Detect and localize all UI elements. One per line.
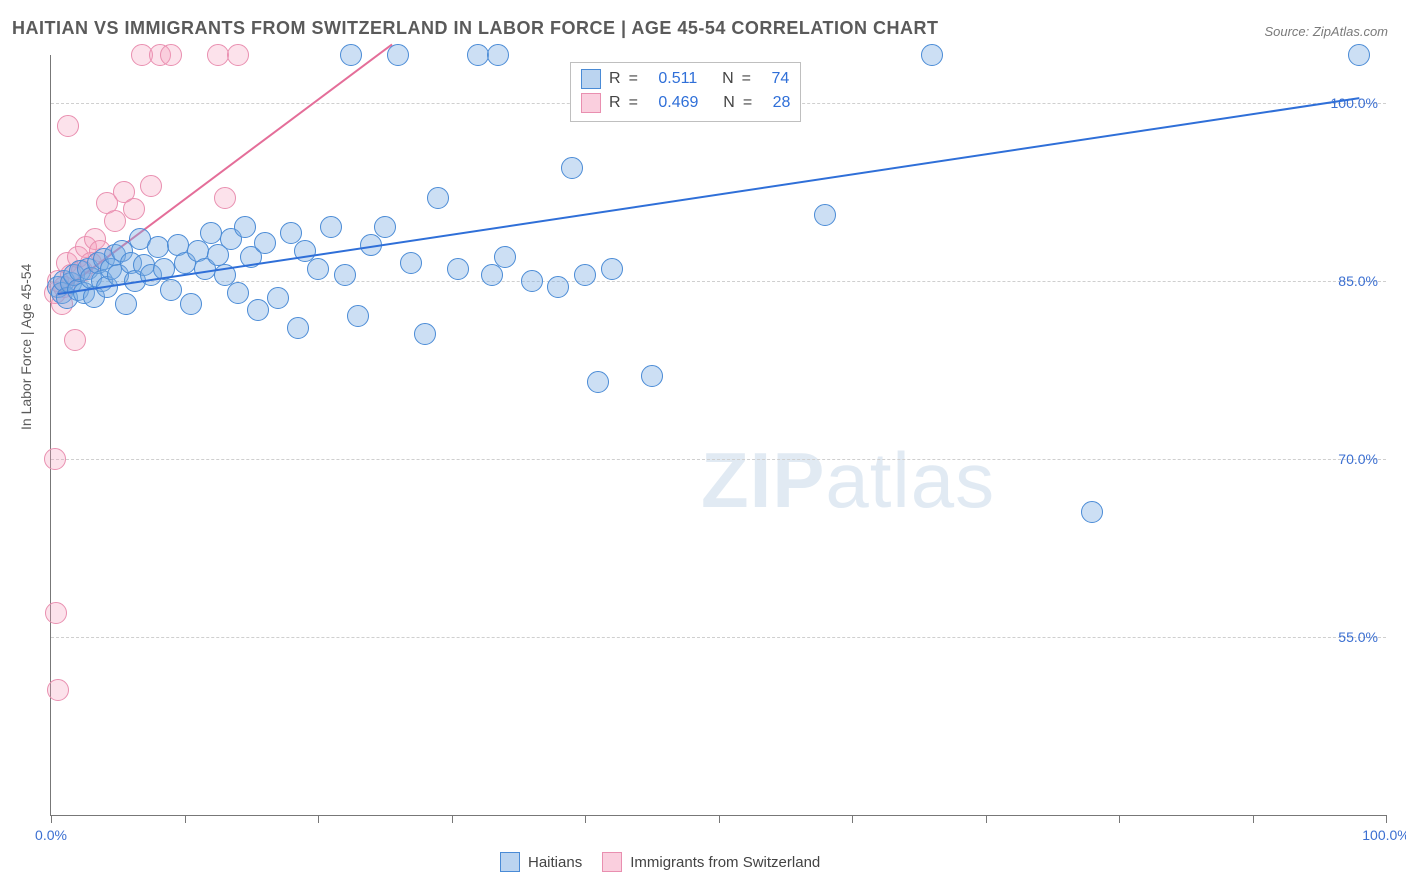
data-point	[494, 246, 516, 268]
x-tick	[986, 815, 987, 823]
plot-area: ZIPatlas 55.0%70.0%85.0%100.0%0.0%100.0%	[50, 55, 1386, 816]
watermark: ZIPatlas	[701, 435, 995, 526]
data-point	[521, 270, 543, 292]
data-point	[427, 187, 449, 209]
legend: Haitians Immigrants from Switzerland	[500, 852, 820, 872]
x-tick	[1386, 815, 1387, 823]
data-point	[561, 157, 583, 179]
chart-container: HAITIAN VS IMMIGRANTS FROM SWITZERLAND I…	[0, 0, 1406, 892]
data-point	[180, 293, 202, 315]
data-point	[340, 44, 362, 66]
data-point	[307, 258, 329, 280]
x-tick	[452, 815, 453, 823]
data-point	[64, 329, 86, 351]
data-point	[234, 216, 256, 238]
swatch-pink-icon	[602, 852, 622, 872]
data-point	[1081, 501, 1103, 523]
data-point	[387, 44, 409, 66]
swatch-blue-icon	[581, 69, 601, 89]
data-point	[200, 222, 222, 244]
data-point	[320, 216, 342, 238]
data-point	[214, 187, 236, 209]
data-point	[414, 323, 436, 345]
x-tick-label: 0.0%	[35, 827, 67, 843]
y-tick-label: 70.0%	[1338, 451, 1378, 467]
data-point	[207, 44, 229, 66]
data-point	[374, 216, 396, 238]
data-point	[547, 276, 569, 298]
swatch-pink-icon	[581, 93, 601, 113]
data-point	[160, 44, 182, 66]
data-point	[44, 448, 66, 470]
stats-row-haitians: R = 0.511 N = 74	[581, 67, 790, 91]
x-tick	[1119, 815, 1120, 823]
data-point	[921, 44, 943, 66]
data-point	[400, 252, 422, 274]
data-point	[334, 264, 356, 286]
data-point	[57, 115, 79, 137]
legend-item-haitians: Haitians	[500, 852, 582, 872]
data-point	[467, 44, 489, 66]
data-point	[481, 264, 503, 286]
trendline	[58, 97, 1360, 295]
x-tick	[852, 815, 853, 823]
data-point	[227, 282, 249, 304]
data-point	[347, 305, 369, 327]
x-tick	[51, 815, 52, 823]
data-point	[1348, 44, 1370, 66]
y-axis-label: In Labor Force | Age 45-54	[18, 264, 34, 430]
data-point	[487, 44, 509, 66]
chart-title: HAITIAN VS IMMIGRANTS FROM SWITZERLAND I…	[12, 18, 939, 39]
data-point	[45, 602, 67, 624]
data-point	[587, 371, 609, 393]
data-point	[641, 365, 663, 387]
data-point	[814, 204, 836, 226]
data-point	[160, 279, 182, 301]
gridline	[51, 637, 1386, 638]
y-tick-label: 55.0%	[1338, 629, 1378, 645]
x-tick	[318, 815, 319, 823]
swatch-blue-icon	[500, 852, 520, 872]
data-point	[247, 299, 269, 321]
data-point	[115, 293, 137, 315]
data-point	[447, 258, 469, 280]
data-point	[601, 258, 623, 280]
data-point	[267, 287, 289, 309]
stats-box: R = 0.511 N = 74 R = 0.469 N = 28	[570, 62, 801, 122]
data-point	[147, 236, 169, 258]
data-point	[123, 198, 145, 220]
x-tick	[1253, 815, 1254, 823]
legend-item-swiss: Immigrants from Switzerland	[602, 852, 820, 872]
y-tick-label: 85.0%	[1338, 273, 1378, 289]
data-point	[47, 679, 69, 701]
data-point	[254, 232, 276, 254]
data-point	[287, 317, 309, 339]
gridline	[51, 281, 1386, 282]
stats-row-swiss: R = 0.469 N = 28	[581, 91, 790, 115]
source-attribution: Source: ZipAtlas.com	[1264, 24, 1388, 39]
x-tick	[585, 815, 586, 823]
gridline	[51, 459, 1386, 460]
data-point	[227, 44, 249, 66]
data-point	[574, 264, 596, 286]
data-point	[140, 175, 162, 197]
x-tick	[719, 815, 720, 823]
x-tick-label: 100.0%	[1362, 827, 1406, 843]
x-tick	[185, 815, 186, 823]
